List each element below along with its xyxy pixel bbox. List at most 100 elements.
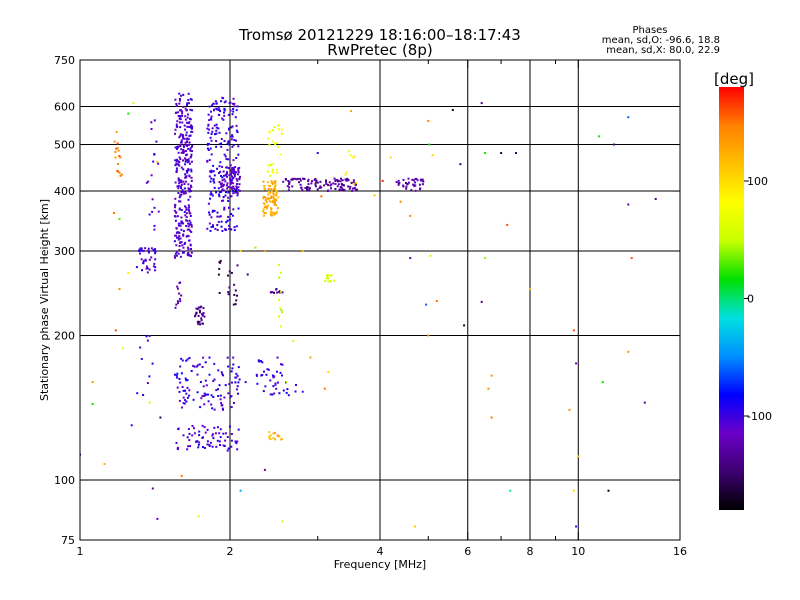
data-point — [269, 379, 272, 382]
data-point — [183, 137, 186, 140]
data-point — [184, 399, 186, 402]
data-point — [231, 175, 233, 178]
x-tick-label: 8 — [527, 545, 534, 558]
data-point — [178, 235, 181, 238]
data-point — [269, 211, 272, 214]
data-point — [218, 172, 220, 175]
data-point — [178, 232, 181, 235]
data-point — [184, 141, 187, 144]
data-point — [209, 180, 212, 183]
data-point — [174, 98, 177, 101]
data-point — [271, 170, 274, 173]
data-point — [227, 291, 230, 293]
data-point — [190, 124, 193, 127]
data-point — [181, 133, 184, 136]
data-point — [233, 172, 235, 175]
data-point — [188, 211, 191, 214]
data-point — [275, 190, 278, 193]
data-point — [336, 185, 339, 188]
data-point — [217, 395, 220, 397]
data-point — [189, 445, 192, 448]
data-point — [186, 234, 189, 237]
data-point — [288, 183, 291, 185]
data-point — [212, 179, 215, 182]
data-point — [270, 188, 273, 191]
data-point — [226, 172, 228, 175]
data-point — [219, 110, 222, 113]
data-point — [232, 192, 235, 195]
data-point — [275, 288, 278, 291]
data-point — [215, 126, 218, 129]
data-point — [211, 407, 214, 410]
data-point — [235, 376, 238, 379]
data-point — [276, 370, 278, 373]
data-point — [206, 440, 209, 443]
y-tick-label: 500 — [54, 139, 75, 152]
data-point — [178, 136, 181, 139]
data-point — [217, 187, 220, 190]
data-point — [213, 426, 216, 429]
data-point — [340, 177, 342, 180]
data-point — [239, 250, 242, 252]
data-point — [178, 182, 181, 185]
data-point — [225, 184, 228, 187]
data-point — [281, 363, 284, 366]
data-point — [177, 115, 180, 117]
data-point — [120, 173, 123, 176]
data-point — [347, 179, 350, 182]
data-point — [187, 113, 189, 116]
data-point — [155, 140, 158, 143]
data-point — [188, 223, 191, 226]
data-point — [316, 152, 319, 154]
data-point — [278, 291, 281, 294]
data-point — [91, 381, 94, 384]
x-tick-label: 4 — [377, 545, 384, 558]
data-point — [272, 432, 275, 435]
data-point — [327, 280, 330, 283]
data-point — [154, 266, 157, 269]
data-point — [215, 191, 218, 194]
data-point — [230, 186, 233, 189]
data-point — [237, 428, 240, 431]
data-point — [414, 184, 417, 187]
data-point — [231, 113, 234, 116]
data-point — [185, 150, 187, 152]
data-point — [262, 197, 265, 200]
data-point — [185, 109, 188, 112]
data-point — [150, 256, 153, 259]
data-point — [229, 182, 232, 185]
data-point — [187, 445, 190, 448]
data-point — [213, 408, 216, 411]
data-point — [191, 434, 194, 437]
data-point — [178, 390, 181, 393]
data-point — [150, 128, 153, 130]
data-point — [218, 432, 221, 435]
data-point — [227, 186, 230, 188]
data-point — [182, 93, 185, 96]
data-point — [294, 390, 297, 393]
data-point — [273, 180, 276, 183]
data-point — [231, 182, 234, 185]
data-point — [218, 181, 221, 183]
data-point — [220, 186, 223, 188]
data-point — [178, 121, 181, 124]
data-point — [228, 227, 231, 230]
data-point — [269, 393, 272, 396]
data-point — [277, 146, 280, 148]
data-point — [220, 145, 223, 148]
x-tick-label: 16 — [673, 545, 687, 558]
data-point — [190, 231, 193, 233]
data-point — [228, 286, 231, 289]
data-point — [154, 258, 157, 261]
data-point — [190, 184, 192, 187]
data-point — [181, 114, 184, 117]
data-point — [210, 216, 213, 219]
data-point — [262, 390, 265, 393]
data-point — [337, 183, 340, 186]
data-point — [179, 126, 182, 129]
data-point — [225, 191, 227, 194]
data-point — [127, 272, 130, 274]
data-point — [265, 197, 268, 200]
data-point — [217, 113, 220, 116]
data-point — [190, 225, 193, 228]
